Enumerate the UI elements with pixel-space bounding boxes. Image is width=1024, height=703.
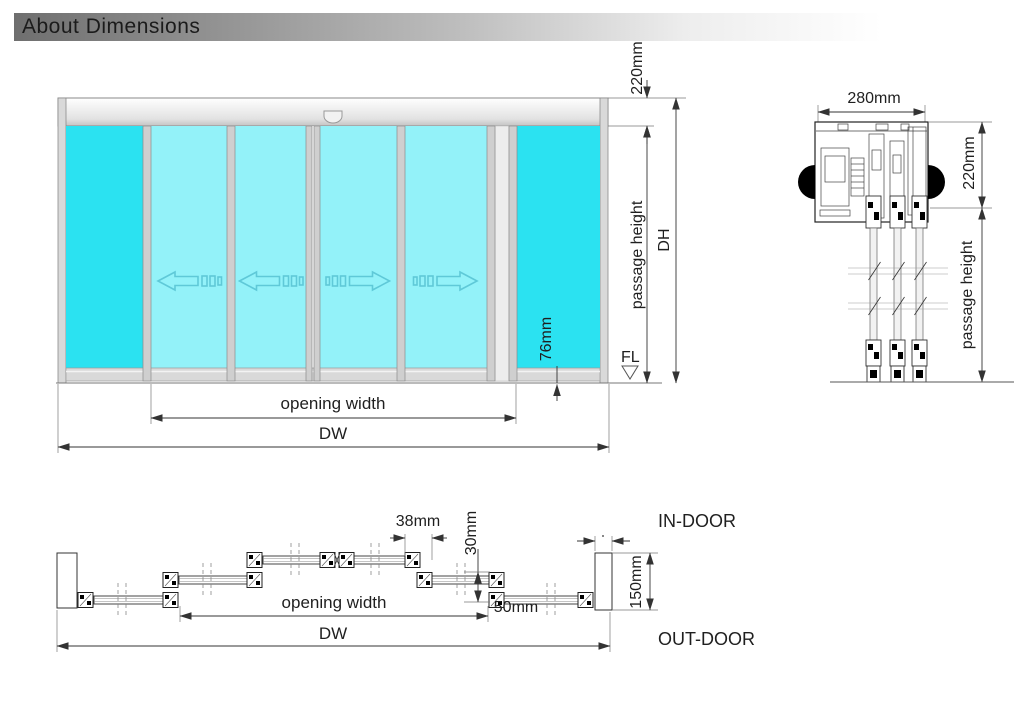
bottom-rail-height-label: 76mm — [538, 317, 555, 361]
slide-direction-arrow-icon — [412, 270, 479, 292]
indoor-label: IN-DOOR — [658, 511, 736, 531]
front-header-height-label: 220mm — [629, 41, 646, 94]
left-jamb — [57, 97, 67, 384]
plan-panel — [353, 555, 406, 565]
overlap-label: 50mm — [494, 599, 538, 616]
plan-panel — [262, 555, 321, 565]
interlock-width-label: 38mm — [396, 513, 440, 530]
mullion — [508, 125, 518, 382]
mullion — [313, 125, 321, 382]
glass-panel-2-slide-left — [151, 126, 227, 368]
mullion — [486, 125, 496, 382]
mullion — [396, 125, 406, 382]
title-bar: About Dimensions — [14, 13, 1000, 41]
mullion — [142, 125, 152, 382]
front-opening-width-label: opening width — [281, 394, 386, 413]
front-door-width-label: DW — [319, 424, 347, 443]
plan-profile-blocks — [77, 552, 594, 608]
mullion — [305, 125, 313, 382]
front-elevation-view: 220mm passage height DH FL 76mm opening … — [56, 41, 686, 453]
floor-level-triangle-icon — [621, 365, 639, 380]
section-door-leaves — [848, 195, 948, 383]
plan-panel — [431, 575, 490, 585]
plan-door-width-label: DW — [319, 624, 347, 643]
front-dimensions: 220mm passage height DH FL 76mm opening … — [57, 41, 686, 453]
glass-panel-6-fixed — [517, 126, 600, 368]
mullions — [142, 125, 518, 382]
slide-direction-arrow-icon — [237, 270, 304, 292]
left-wall-post — [56, 552, 78, 609]
right-stop-wedge — [928, 165, 945, 199]
plan-break-marks — [117, 543, 556, 617]
section-passage-height-label: passage height — [959, 240, 976, 349]
page-title: About Dimensions — [22, 15, 201, 38]
glass-panels — [66, 126, 600, 368]
floor-level-label: FL — [621, 349, 640, 366]
right-jamb — [599, 97, 609, 384]
plan-opening-width-label: opening width — [282, 593, 387, 612]
glass-panel-3-slide-left — [235, 126, 306, 368]
motion-sensor-icon — [323, 110, 343, 124]
slide-direction-arrow-icon — [156, 270, 223, 292]
right-wall-post — [594, 552, 613, 611]
slide-direction-arrow-icon — [325, 270, 392, 292]
post-depth-label: 150mm — [628, 555, 645, 608]
section-detail-view: 280mm — [798, 90, 1014, 383]
section-header-height-label: 220mm — [961, 136, 978, 189]
left-stop-wedge — [798, 165, 815, 199]
front-passage-height-label: passage height — [629, 200, 646, 309]
glass-panel-1-fixed — [66, 126, 143, 368]
glass-panel-4-slide-right — [320, 126, 397, 368]
track-offset-label: 30mm — [463, 511, 480, 555]
plan-panel — [93, 595, 164, 605]
glass-panel-5-slide-right — [405, 126, 487, 368]
plan-panel — [178, 575, 248, 585]
plan-view: 38mm 30mm 50mm opening width DW — [56, 511, 755, 652]
door-height-label: DH — [656, 228, 673, 251]
mullion — [226, 125, 236, 382]
outdoor-label: OUT-DOOR — [658, 629, 755, 649]
header-depth-label: 280mm — [847, 90, 900, 107]
center-interlock-icon — [333, 552, 341, 568]
